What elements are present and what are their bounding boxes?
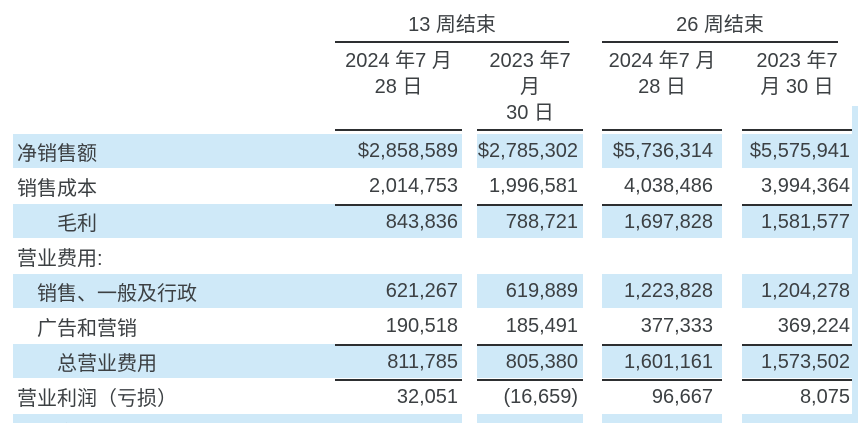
column-header-line2: 30 日 xyxy=(506,102,554,124)
column-header-line2: 28 日 xyxy=(638,76,686,98)
cell-value-26wk-2023: 1,573,502 xyxy=(742,344,852,378)
period-group-13-weeks: 13 周结束 xyxy=(335,8,583,43)
cell-value-26wk-2024: $5,736,314 xyxy=(602,134,722,168)
period-group-header-row: 13 周结束 26 周结束 xyxy=(0,0,865,43)
cell-value-13wk-2024: 32,051 xyxy=(335,379,462,413)
row-label: 销售成本 xyxy=(17,177,97,200)
cell-value-26wk-2024: 27,444 xyxy=(602,414,722,423)
row-label: 销售、一般及行政 xyxy=(13,274,335,308)
column-header-3: 2024 年7 月 28 日 xyxy=(602,48,722,131)
cell-value-13wk-2023: 788,721 xyxy=(477,204,583,238)
period-group-label: 13 周结束 xyxy=(335,8,569,43)
cell-value-26wk-2024: 4,038,486 xyxy=(624,174,713,197)
table-row: 营业利润（亏损） 32,051 (16,659) 96,667 8,075 xyxy=(0,379,865,413)
row-label: 总营业费用 xyxy=(13,344,335,378)
table-row: 净利息收入 12,921 8,928 27,444 16,944 xyxy=(0,414,865,423)
cell-value-13wk-2023: 185,491 xyxy=(505,314,578,337)
row-label: 净销售额 xyxy=(13,134,335,168)
cell-value-26wk-2023 xyxy=(742,239,852,273)
column-header-line2: 月 30 日 xyxy=(760,76,834,98)
cell-value-13wk-2024: 190,518 xyxy=(385,314,458,337)
table-row: 销售、一般及行政 621,267 619,889 1,223,828 1,204… xyxy=(0,274,865,308)
cell-value-13wk-2024: 811,785 xyxy=(335,344,462,378)
period-group-26-weeks: 26 周结束 xyxy=(602,8,852,43)
table-row: 总营业费用 811,785 805,380 1,601,161 1,573,50… xyxy=(0,344,865,378)
cell-value-13wk-2024 xyxy=(335,239,462,273)
date-header-row: 2024 年7 月 28 日 2023 年7 月 30 日 2024 年7 月 … xyxy=(0,48,865,131)
cell-value-26wk-2023: 3,994,364 xyxy=(761,174,850,197)
cell-value-13wk-2023: (16,659) xyxy=(477,379,583,413)
column-header-line1: 2023 年7 xyxy=(756,50,838,72)
cell-value-13wk-2023: 1,996,581 xyxy=(489,174,578,197)
row-label: 广告和营销 xyxy=(37,317,137,340)
cell-value-26wk-2023: 8,075 xyxy=(742,379,852,413)
cell-value-13wk-2024: 2,014,753 xyxy=(369,174,458,197)
cell-value-13wk-2023: $2,785,302 xyxy=(477,134,583,168)
table-row: 净销售额 $2,858,589 $2,785,302 $5,736,314 $5… xyxy=(0,134,865,168)
cell-value-13wk-2024: $2,858,589 xyxy=(335,134,462,168)
cell-value-13wk-2023: 8,928 xyxy=(477,414,583,423)
table-row: 营业费用: xyxy=(0,239,865,273)
row-label: 营业利润（亏损） xyxy=(17,387,177,410)
cell-value-13wk-2023: 619,889 xyxy=(477,274,583,308)
period-group-label: 26 周结束 xyxy=(602,8,838,43)
table-row: 销售成本 2,014,753 1,996,581 4,038,486 3,994… xyxy=(0,169,865,203)
column-header-line1: 2023 年7 月 xyxy=(489,50,571,98)
row-label: 营业费用: xyxy=(17,247,103,270)
right-edge-highlight-strip xyxy=(852,106,858,423)
column-header-line2: 28 日 xyxy=(374,76,423,98)
cell-value-26wk-2024: 1,223,828 xyxy=(602,274,722,308)
row-label: 净利息收入 xyxy=(13,414,335,423)
column-header-line1: 2024 年7 月 xyxy=(608,50,716,72)
cell-value-26wk-2024: 377,333 xyxy=(640,314,713,337)
column-header-line1: 2024 年7 月 xyxy=(345,50,452,72)
column-header-2: 2023 年7 月 30 日 xyxy=(477,48,583,131)
cell-value-26wk-2023: 369,224 xyxy=(777,314,850,337)
table-rows: 净销售额 $2,858,589 $2,785,302 $5,736,314 $5… xyxy=(0,134,865,423)
table-row: 广告和营销 190,518 185,491 377,333 369,224 xyxy=(0,309,865,343)
cell-value-13wk-2024: 621,267 xyxy=(335,274,462,308)
cell-value-26wk-2023: $5,575,941 xyxy=(742,134,852,168)
cell-value-26wk-2023: 1,581,577 xyxy=(742,204,852,238)
cell-value-26wk-2023: 1,204,278 xyxy=(742,274,852,308)
table-row: 毛利 843,836 788,721 1,697,828 1,581,577 xyxy=(0,204,865,238)
cell-value-26wk-2024: 1,697,828 xyxy=(602,204,722,238)
cell-value-13wk-2024: 843,836 xyxy=(335,204,462,238)
row-label: 毛利 xyxy=(13,204,335,238)
cell-value-13wk-2023 xyxy=(477,239,583,273)
column-header-4: 2023 年7 月 30 日 xyxy=(742,48,852,131)
cell-value-26wk-2024 xyxy=(602,239,722,273)
cell-value-26wk-2024: 96,667 xyxy=(602,379,722,413)
cell-value-26wk-2024: 1,601,161 xyxy=(602,344,722,378)
cell-value-13wk-2024: 12,921 xyxy=(335,414,462,423)
column-header-1: 2024 年7 月 28 日 xyxy=(335,48,462,131)
cell-value-13wk-2023: 805,380 xyxy=(477,344,583,378)
cell-value-26wk-2023: 16,944 xyxy=(742,414,852,423)
